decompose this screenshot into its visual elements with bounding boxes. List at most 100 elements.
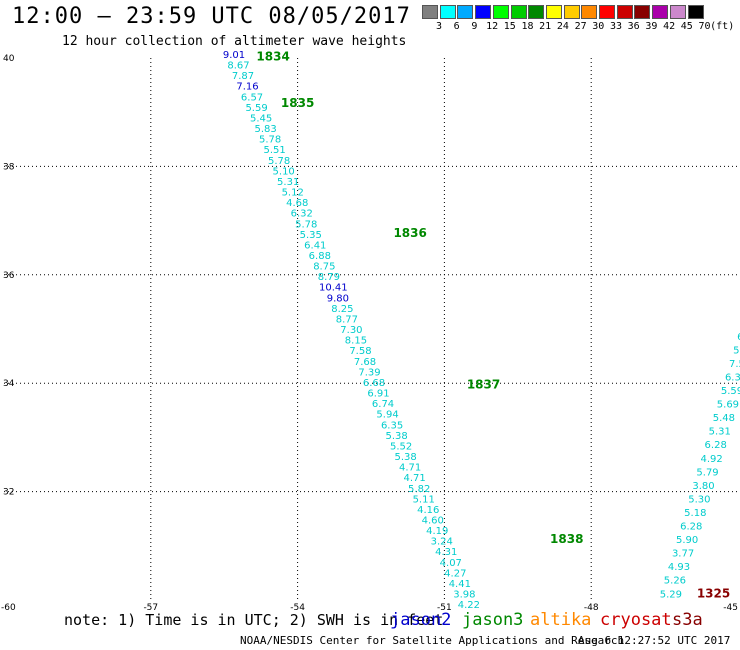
wave-height-value: 7.58 [349, 346, 371, 357]
lon-tick-label: -48 [584, 603, 599, 613]
satellite-name-altika: altika [530, 610, 592, 630]
satellite-name-jason3: jason3 [462, 610, 524, 630]
wave-height-value: 8.15 [345, 336, 367, 347]
wave-height-value: 7.5 [729, 359, 740, 370]
legend-swatch [669, 5, 686, 19]
wave-height-value: 5.29 [660, 589, 682, 600]
wave-height-value: 5.79 [696, 467, 718, 478]
wave-height-value: 9.01 [223, 50, 245, 61]
satellite-name-jason2: jason2 [390, 610, 452, 630]
wave-height-value: 5.7 [733, 345, 740, 356]
pass-time-label: 1325 [697, 586, 730, 600]
lat-tick-label: 36 [3, 271, 15, 281]
pass-time-label: 1834 [256, 50, 289, 64]
legend-swatch [599, 5, 615, 19]
pass-time-label: 1836 [393, 226, 426, 240]
pass-time-label: 1838 [550, 532, 583, 546]
wave-height-value: 5.31 [709, 427, 731, 438]
wave-height-value: 5.94 [376, 410, 398, 421]
wave-height-value: 6.74 [372, 399, 394, 410]
wave-height-value: 4.07 [440, 558, 462, 569]
wave-height-value: 7.87 [232, 71, 254, 82]
wave-height-value: 5.35 [300, 230, 322, 241]
axis-labels: -60 -57 -54 -51 -48 -45 32 34 36 38 40 [1, 54, 738, 613]
altimeter-track-a: 9.018.677.877.166.575.595.455.835.785.51… [223, 50, 480, 611]
legend-tick-label: 45 [680, 21, 693, 32]
lon-tick-label: -60 [1, 603, 16, 613]
legend-swatch [492, 5, 509, 19]
legend-tick-label: 33 [609, 21, 623, 32]
legend-swatch [581, 5, 598, 19]
legend-tick-label: 36 [627, 21, 640, 32]
wave-height-value: 6.32 [291, 209, 313, 220]
wave-height-value: 8.77 [336, 314, 358, 325]
wave-height-value: 6.28 [705, 440, 727, 451]
wave-height-value: 7.39 [358, 367, 380, 378]
wave-height-value: 5.18 [684, 508, 706, 519]
wave-height-value: 3.77 [672, 549, 694, 560]
wave-height-value: 5.78 [295, 219, 317, 230]
wave-height-value: 6.88 [309, 251, 331, 262]
wave-height-value: 6.57 [241, 92, 263, 103]
legend-tick-label: 12 [486, 21, 499, 32]
legend-swatch [687, 5, 704, 19]
legend-tick-label: 9 [471, 21, 478, 32]
lat-tick-label: 40 [3, 54, 15, 64]
wave-height-value: 6.37 [725, 372, 740, 383]
wave-height-value: 6.91 [367, 389, 389, 400]
wave-height-value: 5.38 [385, 431, 407, 442]
wave-height-value: 4.16 [417, 505, 439, 516]
wave-height-value: 5.52 [390, 441, 412, 452]
legend-swatch [457, 5, 474, 19]
wave-height-value: 4.68 [286, 198, 308, 209]
map-title: 12:00 – 23:59 UTC 08/05/2017 [12, 4, 411, 29]
wave-height-value: 9.80 [327, 293, 349, 304]
wave-height-value: 5.83 [254, 124, 276, 135]
legend-tick-label: 24 [556, 21, 569, 32]
legend-swatch [439, 5, 456, 19]
legend-swatch [528, 5, 545, 19]
legend-tick-label: 18 [521, 21, 534, 32]
wave-height-value: 8.67 [227, 61, 249, 72]
lat-tick-label: 38 [3, 162, 15, 172]
legend-tick-label: 3 [435, 21, 443, 32]
wave-height-value: 8.75 [313, 262, 335, 273]
legend-tick-label: 21 [539, 21, 552, 32]
lon-tick-label: -51 [437, 603, 452, 613]
wave-height-value: 3.98 [453, 590, 475, 601]
wave-height-value: 5.26 [664, 576, 686, 587]
legend-tick-label: 70 [698, 21, 711, 32]
wave-height-value: 6.68 [363, 378, 385, 389]
wave-height-value: 5.48 [713, 413, 735, 424]
wave-height-value: 5.82 [408, 484, 430, 495]
lon-tick-label: -57 [143, 603, 158, 613]
lon-tick-label: -45 [723, 603, 738, 613]
legend-tick-label: 42 [663, 21, 676, 32]
wave-height-value: 5.11 [413, 494, 435, 505]
wave-height-value: 5.69 [717, 400, 739, 411]
wave-height-value: 5.30 [688, 494, 710, 505]
satellite-name-cryosat: cryosat [600, 610, 672, 630]
wave-height-value: 4.27 [444, 568, 466, 579]
legend-swatch [510, 5, 527, 19]
pass-time-label: 1835 [281, 96, 314, 110]
wave-height-value: 7.68 [354, 357, 376, 368]
pass-time-labels: 1834 1835 1836 1837 1838 1325 [256, 50, 730, 601]
wave-height-value: 6.41 [304, 240, 326, 251]
wave-height-value: 4.71 [399, 463, 421, 474]
wave-height-value: 6. [737, 332, 740, 343]
legend-tick-label: 39 [645, 21, 658, 32]
wave-height-value: 6.35 [381, 420, 403, 431]
wave-height-value: 8.25 [331, 304, 353, 315]
wave-height-value: 4.71 [404, 473, 426, 484]
wave-height-value: 7.30 [340, 325, 362, 336]
wave-height-value: 4.41 [449, 579, 471, 590]
legend-swatch [616, 5, 633, 19]
legend-swatch [422, 5, 438, 19]
wave-height-value: 5.51 [264, 145, 286, 156]
wave-height-value: 8.79 [318, 272, 340, 283]
wave-height-value: 4.92 [700, 454, 722, 465]
wave-height-value: 5.78 [268, 156, 290, 167]
altimeter-track-b: 576.5.77.56.375.595.695.485.316.284.925.… [660, 332, 740, 600]
